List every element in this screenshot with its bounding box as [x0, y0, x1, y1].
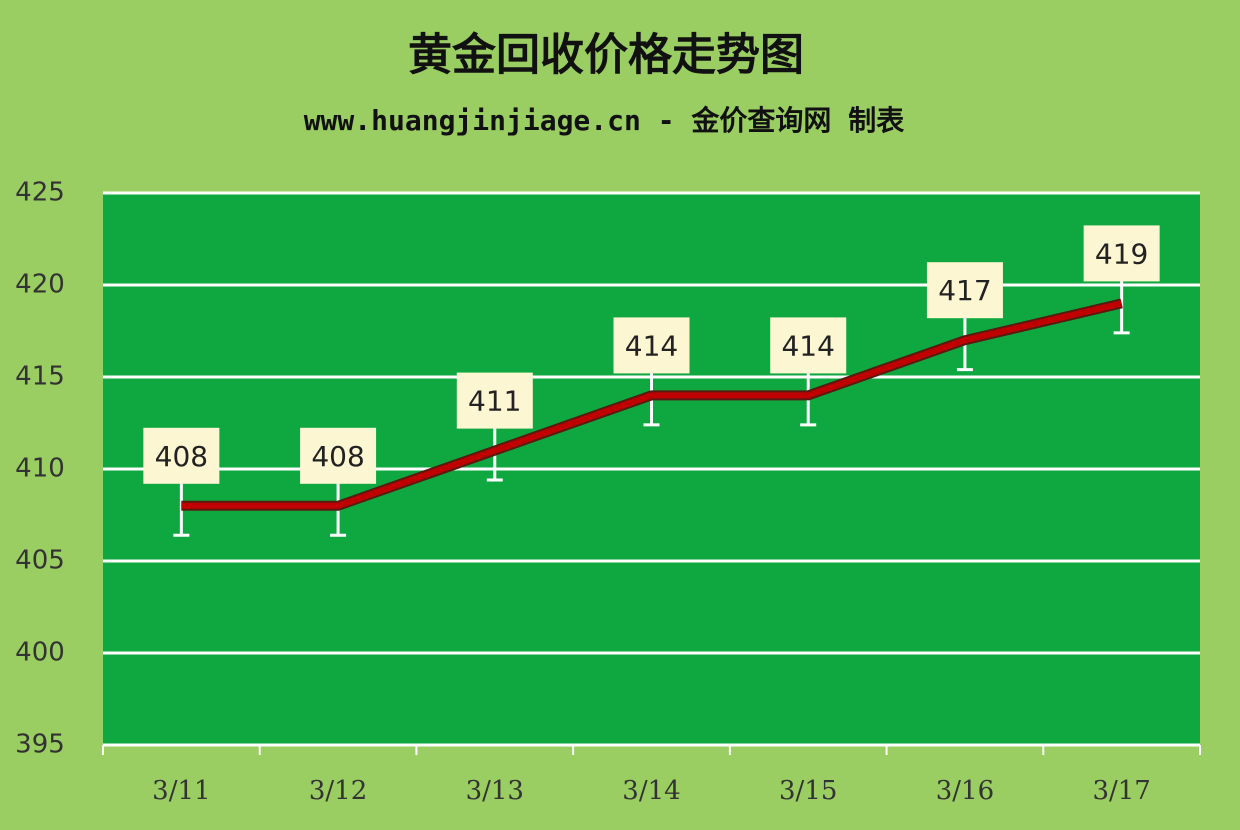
- line: [181, 300, 1123, 509]
- data-label: 417: [938, 274, 991, 307]
- y-tick-label: 410: [15, 454, 65, 484]
- data-label: 419: [1095, 237, 1148, 270]
- data-label-box: [143, 427, 220, 484]
- data-label: 411: [468, 385, 521, 418]
- data-label: 408: [311, 440, 364, 473]
- data-label-box: [1083, 225, 1160, 282]
- x-tick-label: 3/11: [152, 776, 210, 806]
- data-label: 408: [155, 440, 208, 473]
- x-tick-label: 3/17: [1092, 776, 1150, 806]
- chart-subtitle: www.huangjinjiage.cn - 金价查询网 制表: [304, 104, 905, 137]
- data-label: 414: [625, 329, 678, 362]
- x-tick-label: 3/12: [309, 776, 367, 806]
- y-tick-label: 420: [15, 270, 65, 300]
- chart-title: 黄金回收价格走势图: [408, 30, 804, 81]
- data-label-box: [926, 262, 1003, 319]
- x-tick-label: 3/15: [779, 776, 837, 806]
- data-label-box: [613, 317, 690, 374]
- x-tick-label: 3/13: [466, 776, 524, 806]
- data-label-box: [456, 372, 533, 429]
- x-tick-label: 3/14: [622, 776, 680, 806]
- y-tick-label: 405: [15, 546, 65, 576]
- x-tick-label: 3/16: [936, 776, 994, 806]
- data-label-box: [300, 427, 377, 484]
- data-label: 414: [781, 329, 834, 362]
- y-tick-label: 415: [15, 362, 65, 392]
- y-tick-label: 395: [15, 730, 65, 760]
- y-tick-label: 400: [15, 638, 65, 668]
- data-label-box: [770, 317, 847, 374]
- y-tick-label: 425: [15, 178, 65, 208]
